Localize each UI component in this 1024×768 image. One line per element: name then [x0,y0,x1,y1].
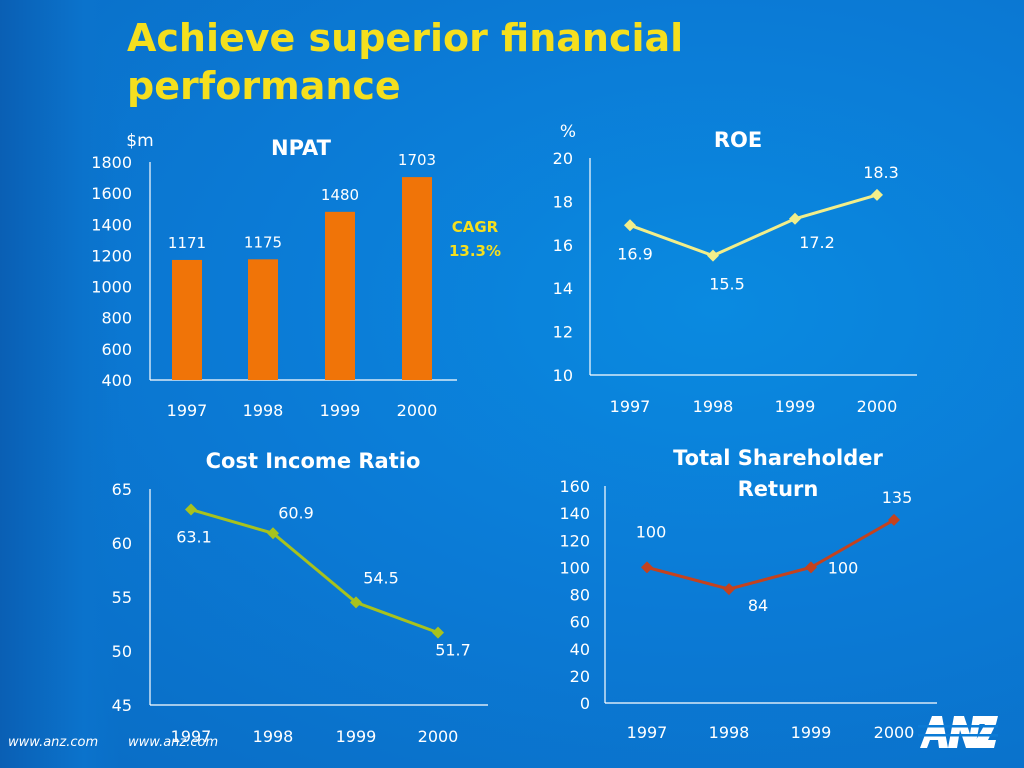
tsr-data-label: 135 [882,488,913,507]
roe-data-point [789,212,801,225]
anz-logo [918,716,998,748]
npat-data-label: 1171 [168,234,206,252]
chart-title-tsr-line-1: Total Shareholder [673,446,883,470]
chart-title-npat: NPAT [271,136,332,160]
y-tick-label-npat: 1400 [91,215,132,234]
y-tick-label-tsr: 100 [559,558,590,577]
slide-title-line-1: Achieve superior financial [127,16,684,60]
y-tick-label-cir: 60 [112,534,132,553]
y-tick-label-tsr: 0 [580,694,590,713]
y-tick-label-cir: 65 [112,480,132,499]
y-tick-label-cir: 50 [112,642,132,661]
x-tick-label-cir: 1997 [171,727,212,746]
npat-bar [402,177,432,380]
footer-url-left[interactable]: www.anz.com [8,735,99,750]
tsr-data-point [805,561,817,574]
npat-data-label: 1175 [244,233,282,251]
slide-title: Achieve superior financial performance [127,14,683,110]
roe-data-label: 15.5 [709,275,745,294]
tsr-series-line [646,518,895,591]
y-tick-label-tsr: 40 [570,640,590,659]
x-tick-label-tsr: 1998 [709,723,750,742]
y-tick-label-npat: 1200 [91,246,132,265]
cagr-value: 13.3% [449,242,501,260]
footer-url-right[interactable]: www.anz.com [128,735,219,750]
npat-data-label: 1480 [321,186,359,204]
y-tick-label-roe: 12 [553,323,573,342]
cir-series-line [190,508,439,635]
cir-data-point [185,503,197,516]
side-gradient-band [0,0,120,768]
chart-title-cir: Cost Income Ratio [206,449,421,473]
x-tick-label-roe: 1999 [775,397,816,416]
roe-data-point [624,219,636,232]
tsr-data-label: 100 [828,558,859,577]
y-tick-label-npat: 600 [101,340,132,359]
y-unit-label-roe: % [560,122,576,142]
y-tick-label-tsr: 120 [559,531,590,550]
npat-bar [248,259,278,380]
x-tick-label-tsr: 1997 [627,723,668,742]
cir-data-point [350,596,362,609]
roe-series-line [629,193,878,258]
y-unit-label-npat: $m [126,131,153,151]
slide-title-line-2: performance [127,64,401,108]
chart-title-tsr-line-2: Return [738,477,819,501]
npat-bar [325,211,355,380]
tsr-data-point [723,583,735,596]
tsr-data-point [641,561,653,574]
x-tick-label-npat: 1999 [320,401,361,420]
roe-data-label: 17.2 [799,233,835,252]
cagr-label: CAGR [452,218,499,236]
cir-data-label: 54.5 [363,568,399,587]
y-tick-label-tsr: 160 [559,477,590,496]
roe-data-label: 18.3 [863,163,899,182]
x-tick-label-tsr: 1999 [791,723,832,742]
cir-data-point [432,626,444,639]
x-tick-label-cir: 2000 [418,727,459,746]
y-tick-label-roe: 20 [553,149,573,168]
y-tick-label-tsr: 20 [570,667,590,686]
x-tick-label-cir: 1999 [336,727,377,746]
x-tick-label-npat: 1997 [167,401,208,420]
cir-data-label: 63.1 [176,528,212,547]
y-tick-label-npat: 1600 [91,184,132,203]
roe-data-point [707,249,719,262]
cir-data-point [267,527,279,540]
tsr-data-label: 100 [636,522,667,541]
y-tick-label-tsr: 80 [570,586,590,605]
y-tick-label-tsr: 60 [570,613,590,632]
chart-title-roe: ROE [714,128,762,152]
y-tick-label-roe: 14 [553,279,573,298]
y-tick-label-roe: 18 [553,192,573,211]
y-tick-label-cir: 45 [112,696,132,715]
anz-logo-stripes [918,725,998,737]
y-tick-label-npat: 1000 [91,278,132,297]
tsr-data-point [888,513,900,526]
cir-data-label: 60.9 [278,503,314,522]
x-tick-label-npat: 1998 [243,401,284,420]
x-tick-label-tsr: 2000 [874,723,915,742]
roe-data-point [871,188,883,201]
x-tick-label-npat: 2000 [397,401,438,420]
y-tick-label-cir: 55 [112,588,132,607]
npat-data-label: 1703 [398,151,436,169]
roe-data-label: 16.9 [617,244,653,263]
y-tick-label-roe: 16 [553,236,573,255]
npat-bar [172,259,202,380]
cir-data-label: 51.7 [435,641,471,660]
x-tick-label-roe: 1998 [693,397,734,416]
y-tick-label-tsr: 140 [559,504,590,523]
x-tick-label-roe: 2000 [857,397,898,416]
y-tick-label-npat: 800 [101,309,132,328]
tsr-data-label: 84 [748,596,768,615]
x-tick-label-roe: 1997 [610,397,651,416]
y-tick-label-npat: 400 [101,371,132,390]
x-tick-label-cir: 1998 [253,727,294,746]
y-tick-label-npat: 1800 [91,153,132,172]
anz-logo-mark [920,716,998,748]
y-tick-label-roe: 10 [553,366,573,385]
